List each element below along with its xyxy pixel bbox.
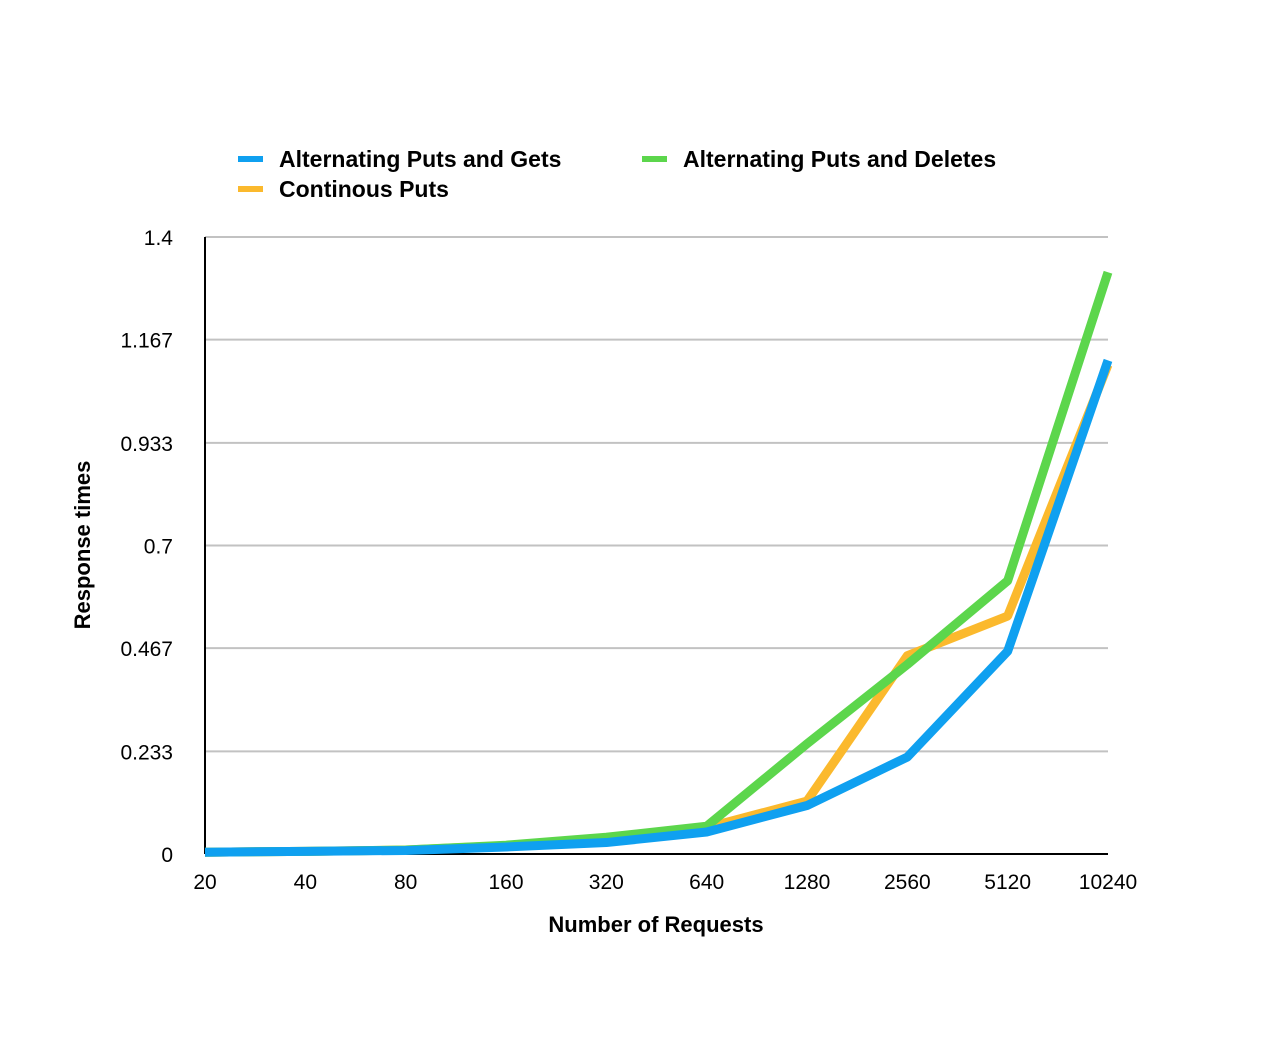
x-tick-label: 1280: [784, 871, 831, 894]
x-tick-label: 320: [589, 871, 624, 894]
x-tick-label: 5120: [984, 871, 1031, 894]
series-line-2: [204, 270, 1113, 857]
legend-label: Continous Puts: [279, 176, 449, 202]
y-tick-label: 1.4: [144, 227, 174, 250]
x-tick-label: 640: [689, 871, 724, 894]
x-tick-label: 80: [394, 871, 417, 894]
x-tick-label: 40: [294, 871, 317, 894]
y-tick-label: 0.7: [144, 536, 173, 559]
y-tick-label: 0: [161, 844, 173, 867]
y-tick-label: 0.933: [120, 433, 173, 456]
x-tick-label: 10240: [1079, 871, 1137, 894]
legend-label: Alternating Puts and Deletes: [683, 146, 996, 172]
series-layer: [204, 270, 1113, 857]
y-tick-label: 0.467: [120, 638, 173, 661]
x-tick-label: 2560: [884, 871, 931, 894]
x-tick-label: 160: [488, 871, 523, 894]
legend: Alternating Puts and Gets Continous Puts A…: [238, 146, 996, 202]
y-axis-title: Response times: [70, 461, 95, 630]
series-line-0: [204, 358, 1113, 857]
y-tick-label: 1.167: [120, 330, 173, 353]
y-axis-ticks: 0 0.233 0.467 0.7 0.933 1.167 1.4: [120, 227, 173, 867]
y-tick-label: 0.233: [120, 741, 173, 764]
x-axis-ticks: 20 40 80 160 320 640 1280 2560 5120 10240: [193, 871, 1137, 894]
legend-label: Alternating Puts and Gets: [279, 146, 561, 172]
x-axis-title: Number of Requests: [548, 912, 763, 937]
x-tick-label: 20: [193, 871, 216, 894]
gridlines: [205, 236, 1108, 753]
